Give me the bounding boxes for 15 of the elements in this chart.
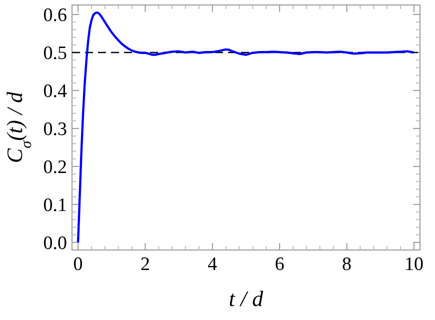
y-tick-label: 0.1 (43, 195, 67, 216)
x-tick-label: 4 (208, 254, 218, 275)
y-tick-label: 0.2 (43, 157, 67, 178)
x-tick-label: 10 (404, 254, 424, 275)
line-series (76, 11, 416, 244)
y-tick-label: 0.5 (43, 43, 67, 64)
x-tick-label: 6 (274, 254, 284, 275)
y-tick-label: 0.4 (43, 81, 68, 102)
x-axis-title: t / d (228, 286, 264, 311)
x-tick-label: 2 (140, 254, 150, 275)
y-tick-label: 0.3 (43, 119, 67, 140)
x-tick-label: 0 (73, 254, 83, 275)
y-tick-label: 0.6 (43, 5, 67, 26)
x-tick-label: 8 (342, 254, 352, 275)
y-tick-label: 0.0 (43, 233, 67, 254)
